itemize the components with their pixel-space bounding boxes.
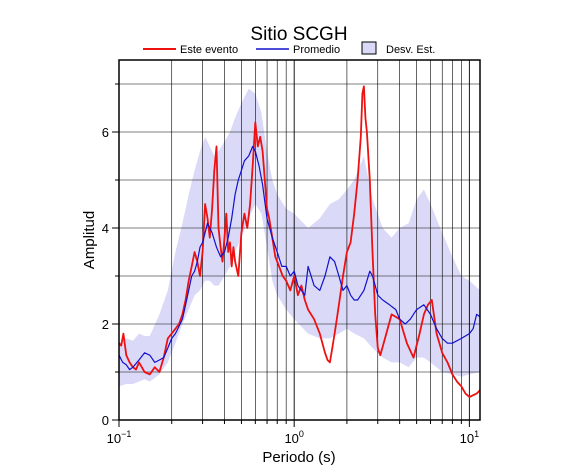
legend-event-label: Este evento	[180, 44, 238, 56]
plot-frame	[118, 59, 481, 421]
y-axis-label: Amplitud	[81, 211, 98, 269]
chart-title: Sitio SCGH	[250, 24, 347, 45]
x-tick-label: 10−1	[107, 429, 132, 446]
y-tick-label: 2	[102, 317, 109, 332]
legend-std-label: Desv. Est.	[386, 44, 435, 56]
plot-area: 0 2 4 6 10−1 100 101	[102, 59, 481, 446]
y-tick-label: 0	[102, 413, 109, 428]
y-tick-label: 4	[102, 221, 109, 236]
legend: Este evento Promedio Desv. Est.	[143, 41, 435, 56]
x-tick-label: 101	[460, 429, 479, 446]
x-tick-label: 100	[284, 429, 303, 446]
std-band	[119, 88, 480, 387]
series-event-line	[118, 85, 481, 398]
y-tick-label: 6	[102, 125, 109, 140]
x-axis-label: Periodo (s)	[262, 449, 335, 466]
legend-mean-label: Promedio	[293, 44, 340, 56]
series-mean-line	[118, 145, 481, 371]
legend-std-swatch	[361, 41, 377, 55]
